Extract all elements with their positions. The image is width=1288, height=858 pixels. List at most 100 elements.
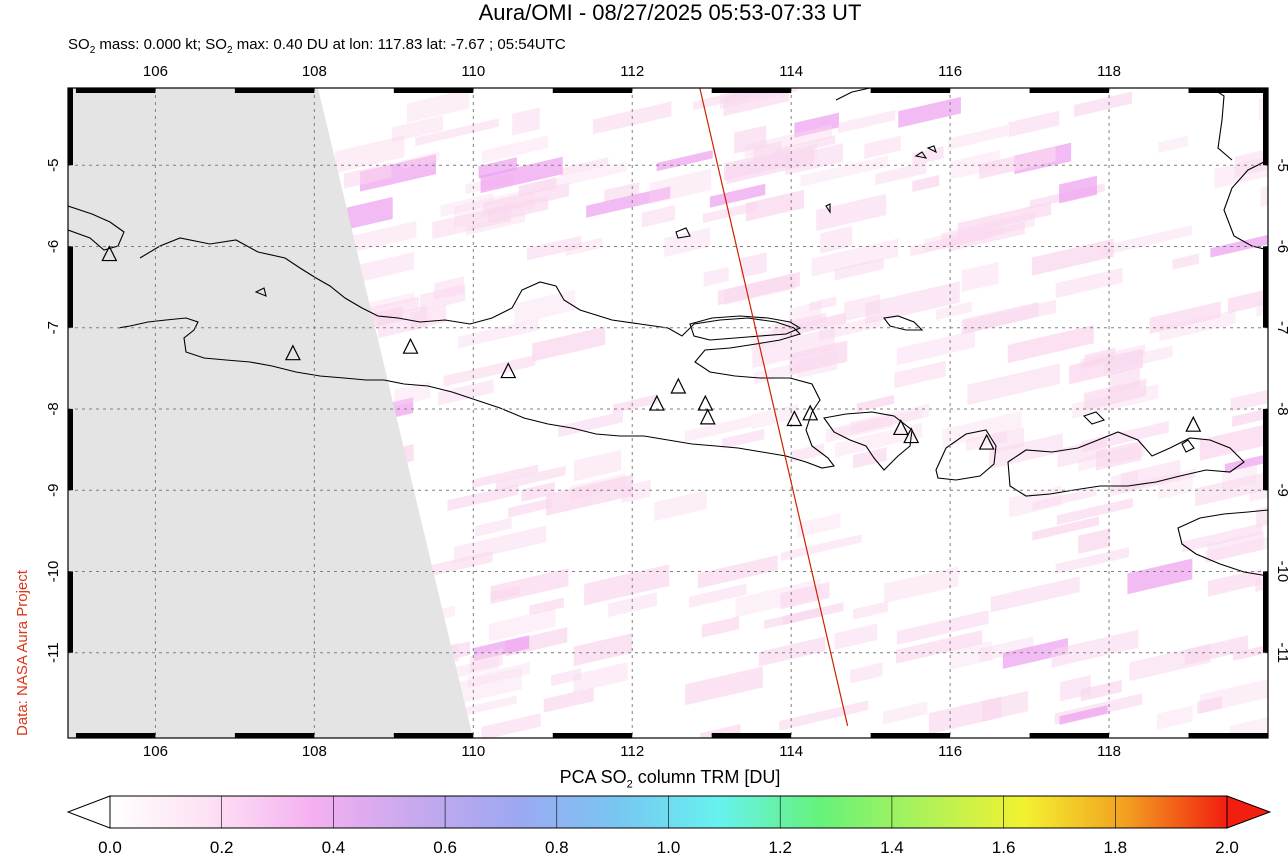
so2-pixel — [723, 148, 790, 181]
so2-pixel — [586, 186, 671, 218]
coast-sumba — [1177, 509, 1268, 577]
so2-pixel — [820, 226, 853, 254]
so2-pixel — [664, 227, 711, 258]
coastlines — [68, 88, 1268, 577]
so2-pixel — [752, 327, 835, 369]
no-data-region — [68, 88, 473, 738]
so2-pixel — [965, 430, 1008, 452]
so2-pixel — [514, 289, 576, 325]
so2-pixel — [351, 220, 417, 253]
so2-pixel — [1057, 438, 1107, 468]
so2-pixel — [1199, 424, 1264, 461]
so2-pixel — [745, 189, 804, 222]
lon-label-bottom: 114 — [779, 743, 803, 760]
so2-pixel — [343, 162, 392, 189]
so2-pixel — [1069, 348, 1144, 385]
so2-pixel — [604, 182, 640, 203]
coast-lombok — [935, 429, 997, 481]
so2-pixel — [1200, 675, 1268, 714]
so2-pixel — [928, 696, 1002, 735]
so2-pixel — [532, 326, 606, 362]
so2-pixel — [443, 354, 536, 387]
so2-pixel — [942, 411, 1022, 448]
frame-bar-right — [1263, 88, 1268, 166]
so2-pixel — [1104, 345, 1173, 373]
island-3 — [914, 151, 928, 159]
so2-pixel — [1007, 325, 1094, 364]
so2-pixel — [979, 636, 1034, 663]
lat-label-left: -6 — [45, 240, 62, 253]
volcano-markers — [101, 245, 1202, 450]
volcano-marker — [101, 245, 118, 262]
so2-pixel — [1059, 175, 1097, 204]
coast-kalimantan — [835, 88, 871, 101]
so2-pixel — [518, 177, 557, 197]
so2-pixel — [819, 315, 882, 342]
so2-pixel — [781, 534, 862, 562]
colorbar-tick-label: 1.2 — [768, 838, 793, 857]
lat-label-right: -6 — [1274, 240, 1288, 253]
coast-java-south — [117, 317, 835, 469]
so2-pixel — [740, 252, 767, 279]
so2-pixel — [529, 597, 564, 616]
so2-pixel — [1083, 378, 1147, 411]
so2-pixel — [1031, 238, 1114, 276]
so2-pixel — [1249, 480, 1268, 502]
lon-label-top: 116 — [938, 63, 962, 80]
so2-pixel — [467, 662, 530, 689]
lat-label-right: -8 — [1274, 402, 1288, 415]
so2-pixel — [584, 564, 670, 606]
coast-bali — [823, 411, 913, 471]
colorbar-tick-label: 0.4 — [321, 838, 346, 857]
so2-pixel — [950, 150, 1000, 180]
so2-pixel — [1214, 149, 1268, 189]
so2-pixel — [800, 155, 889, 187]
so2-pixel — [834, 422, 923, 458]
frame-bar-right — [1263, 246, 1268, 328]
so2-pixel — [790, 443, 825, 463]
so2-pixel — [809, 296, 837, 312]
frame-bar-left — [68, 88, 73, 166]
so2-pixel — [894, 360, 946, 389]
lon-label-top: 118 — [1097, 63, 1121, 80]
so2-pixel — [1059, 675, 1091, 702]
lon-label-bottom: 118 — [1097, 743, 1121, 760]
so2-pixel — [434, 276, 464, 300]
volcano-marker — [500, 362, 517, 379]
lat-label-left: -7 — [45, 321, 62, 334]
frame-bar-left — [68, 246, 73, 328]
so2-pixel — [558, 411, 623, 438]
colorbar-high-arrow — [1226, 795, 1272, 829]
so2-pixel — [1032, 516, 1099, 541]
so2-pixel — [853, 601, 888, 620]
so2-pixel — [685, 666, 763, 706]
lat-label-right: -11 — [1274, 642, 1288, 663]
lon-label-bottom: 108 — [302, 743, 327, 760]
island-4 — [926, 145, 937, 154]
so2-pixel — [1032, 487, 1097, 511]
so2-pixel — [884, 566, 959, 604]
so2-pixel — [764, 602, 844, 630]
lon-label-top: 114 — [779, 63, 803, 80]
so2-pixel — [358, 251, 415, 283]
so2-pixel — [697, 555, 778, 589]
so2-pixel — [508, 498, 552, 518]
so2-pixel — [543, 687, 594, 713]
colorbar-tick-label: 0.2 — [209, 838, 234, 857]
volcano-marker — [670, 377, 687, 394]
frame-bar-top — [75, 88, 156, 93]
so2-pixel — [1227, 285, 1268, 314]
coast-madura — [689, 315, 802, 341]
lat-label-right: -9 — [1274, 484, 1288, 497]
frame-bar-top — [1188, 88, 1268, 93]
so2-pixel — [1195, 469, 1268, 507]
so2-pixel — [988, 433, 1063, 470]
frame-bar-top — [1029, 88, 1110, 93]
so2-pixel — [347, 196, 393, 230]
so2-pixel — [797, 513, 841, 538]
colorbar-tick-label: 2.0 — [1215, 838, 1239, 857]
so2-pixel — [834, 623, 878, 650]
so2-pixel — [512, 107, 540, 136]
colorbar-tick-label: 0.8 — [544, 838, 569, 857]
coast-java-north — [139, 237, 821, 413]
